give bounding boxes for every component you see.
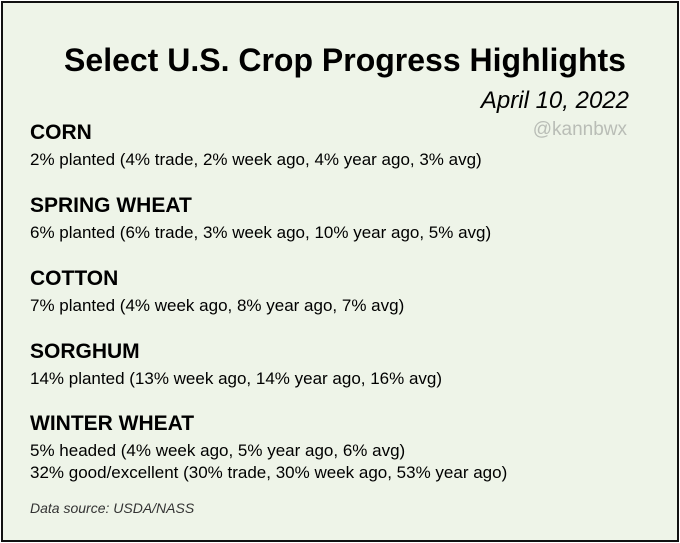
data-source-note: Data source: USDA/NASS xyxy=(30,500,195,516)
crop-name: CORN xyxy=(30,121,92,144)
crop-section-cotton: COTTON 7% planted (4% week ago, 8% year … xyxy=(30,267,404,317)
author-handle: @kannbwx xyxy=(532,119,627,140)
crop-detail-line: 32% good/excellent (30% trade, 30% week … xyxy=(30,463,508,482)
crop-section-spring-wheat: SPRING WHEAT 6% planted (6% trade, 3% we… xyxy=(30,194,491,244)
page-title: Select U.S. Crop Progress Highlights xyxy=(64,42,626,78)
crop-detail-line: 14% planted (13% week ago, 14% year ago,… xyxy=(30,369,443,388)
crop-detail-line: 2% planted (4% trade, 2% week ago, 4% ye… xyxy=(30,150,482,169)
crop-section-sorghum: SORGHUM 14% planted (13% week ago, 14% y… xyxy=(30,340,442,390)
crop-name: WINTER WHEAT xyxy=(30,412,195,435)
crop-name: SORGHUM xyxy=(30,340,140,363)
crop-detail-line: 7% planted (4% week ago, 8% year ago, 7%… xyxy=(30,296,405,315)
crop-name: COTTON xyxy=(30,267,119,290)
crop-name: SPRING WHEAT xyxy=(30,194,192,217)
crop-section-winter-wheat: WINTER WHEAT 5% headed (4% week ago, 5% … xyxy=(30,412,507,484)
report-date: April 10, 2022 xyxy=(480,87,629,114)
crop-detail-line: 5% headed (4% week ago, 5% year ago, 6% … xyxy=(30,441,406,460)
crop-detail-line: 6% planted (6% trade, 3% week ago, 10% y… xyxy=(30,223,492,242)
crop-section-corn: CORN 2% planted (4% trade, 2% week ago, … xyxy=(30,121,482,171)
